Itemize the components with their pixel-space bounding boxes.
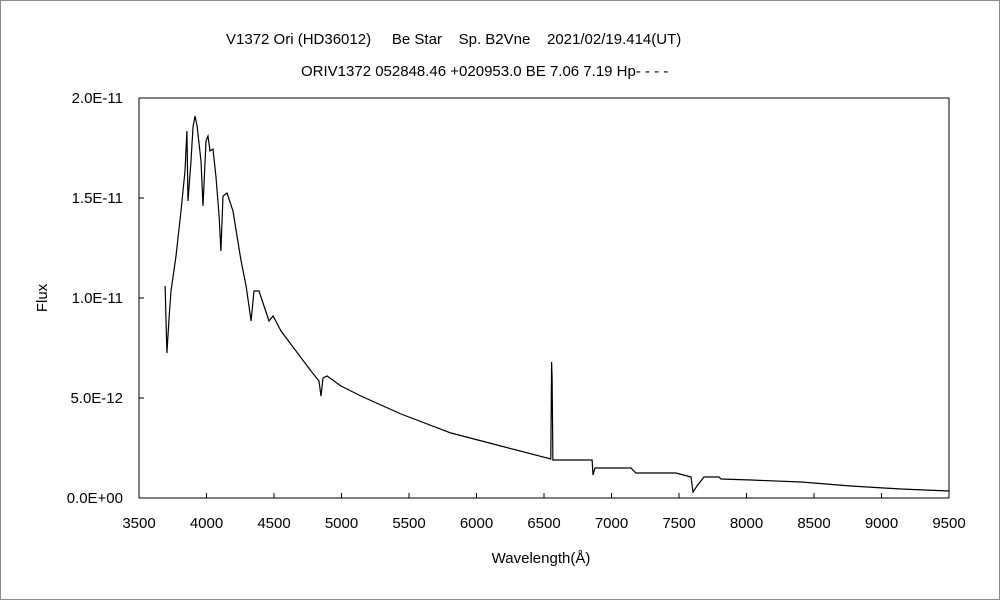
y-tick-label: 0.0E+00 (67, 490, 123, 507)
chart-title: V1372 Ori (HD36012) Be Star Sp. B2Vne 20… (226, 31, 682, 48)
x-tick-label: 8000 (730, 515, 763, 532)
y-tick-label: 5.0E-12 (70, 390, 123, 407)
x-tick-label: 8500 (797, 515, 830, 532)
x-tick-label: 9000 (865, 515, 898, 532)
y-tick-label: 1.0E-11 (72, 290, 123, 307)
x-tick-label: 5000 (325, 515, 358, 532)
series-line-flux (164, 115, 950, 494)
x-tick-label: 5500 (392, 515, 425, 532)
x-tick-label: 6500 (527, 515, 560, 532)
x-tick-label: 3500 (122, 515, 155, 532)
x-tick-label: 4500 (257, 515, 290, 532)
x-tick-label: 4000 (190, 515, 223, 532)
y-tick-label: 2.0E-11 (72, 90, 123, 107)
y-axis-label: Flux (34, 283, 51, 312)
x-axis-label: Wavelength(Å) (492, 550, 591, 567)
x-tick-label: 7500 (662, 515, 695, 532)
x-tick-label: 9500 (932, 515, 965, 532)
x-tick-label: 7000 (595, 515, 628, 532)
plot-frame (138, 97, 950, 499)
y-tick-label: 1.5E-11 (72, 190, 123, 207)
chart-subtitle: ORIV1372 052848.46 +020953.0 BE 7.06 7.1… (301, 63, 669, 80)
x-tick-label: 6000 (460, 515, 493, 532)
